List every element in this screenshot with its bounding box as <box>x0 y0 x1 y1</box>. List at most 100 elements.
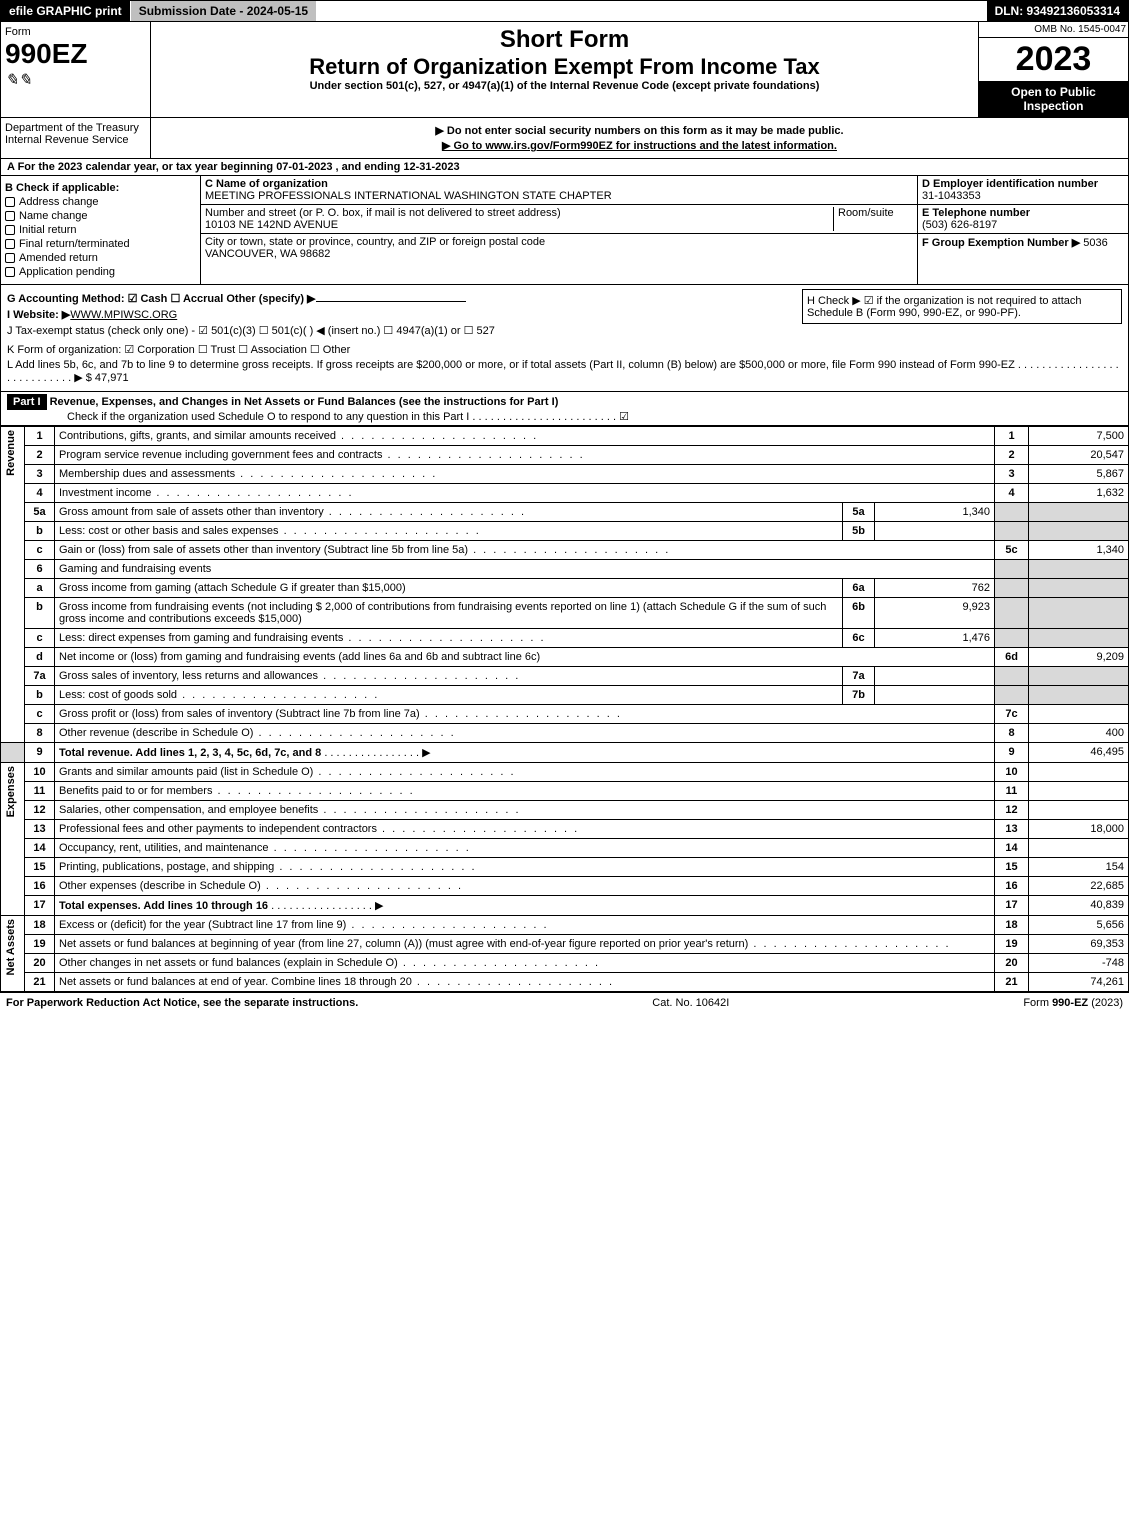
e-label: E Telephone number <box>922 207 1030 219</box>
chk-amended-return[interactable] <box>5 253 15 263</box>
ln-21-desc: Net assets or fund balances at end of ye… <box>55 973 995 992</box>
ln-7a-desc: Gross sales of inventory, less returns a… <box>55 667 843 686</box>
ln-9-desc: Total revenue. Add lines 1, 2, 3, 4, 5c,… <box>55 743 995 763</box>
line-g: G Accounting Method: ☑ Cash ☐ Accrual Ot… <box>7 293 316 305</box>
ln-1-rn: 1 <box>995 427 1029 446</box>
ln-16-rn: 16 <box>995 877 1029 896</box>
ln-5b-sub: 5b <box>843 522 875 541</box>
form-script-icon: ✎✎ <box>5 70 146 90</box>
ln-14-rn: 14 <box>995 839 1029 858</box>
chk-final-return[interactable] <box>5 239 15 249</box>
ln-11-desc: Benefits paid to or for members <box>55 782 995 801</box>
ln-11-num: 11 <box>25 782 55 801</box>
form-title: Return of Organization Exempt From Incom… <box>155 54 974 80</box>
ln-19-num: 19 <box>25 935 55 954</box>
ln-8-desc: Other revenue (describe in Schedule O) <box>55 724 995 743</box>
ln-16-val: 22,685 <box>1029 877 1129 896</box>
ln-17-rn: 17 <box>995 896 1029 916</box>
ln-6a-subval: 762 <box>875 579 995 598</box>
dept-row: Department of the Treasury Internal Reve… <box>0 118 1129 159</box>
short-form-label: Short Form <box>155 26 974 54</box>
omb-number: OMB No. 1545-0047 <box>979 22 1128 38</box>
ein-value: 31-1043353 <box>922 190 981 202</box>
ln-5c-num: c <box>25 541 55 560</box>
netassets-section-label: Net Assets <box>1 916 25 992</box>
ln-6-desc: Gaming and fundraising events <box>55 560 995 579</box>
chk-initial-return[interactable] <box>5 225 15 235</box>
ln-19-val: 69,353 <box>1029 935 1129 954</box>
bullets: ▶ Do not enter social security numbers o… <box>151 118 1128 158</box>
ln-6c-subval: 1,476 <box>875 629 995 648</box>
ln-6a-num: a <box>25 579 55 598</box>
ln-20-rn: 20 <box>995 954 1029 973</box>
ln-5b-val <box>1029 522 1129 541</box>
ln-6a-val <box>1029 579 1129 598</box>
ln-1-num: 1 <box>25 427 55 446</box>
ln-12-desc: Salaries, other compensation, and employ… <box>55 801 995 820</box>
open-to-public: Open to Public Inspection <box>979 81 1128 117</box>
footer-left: For Paperwork Reduction Act Notice, see … <box>6 997 358 1009</box>
ln-18-val: 5,656 <box>1029 916 1129 935</box>
ln-10-desc: Grants and similar amounts paid (list in… <box>55 763 995 782</box>
ln-17-val: 40,839 <box>1029 896 1129 916</box>
lines-table: Revenue 1Contributions, gifts, grants, a… <box>0 426 1129 992</box>
ln-6c-val <box>1029 629 1129 648</box>
form-title-box: Short Form Return of Organization Exempt… <box>151 22 978 117</box>
ln-6c-desc: Less: direct expenses from gaming and fu… <box>55 629 843 648</box>
b-item-4: Amended return <box>19 252 98 264</box>
box-b: B Check if applicable: Address change Na… <box>1 176 201 284</box>
website-link[interactable]: WWW.MPIWSC.ORG <box>70 309 177 321</box>
part-1-header: Part I Revenue, Expenses, and Changes in… <box>0 392 1129 426</box>
efile-print-button[interactable]: efile GRAPHIC print <box>1 1 131 21</box>
ln-20-num: 20 <box>25 954 55 973</box>
ln-4-num: 4 <box>25 484 55 503</box>
box-def: D Employer identification number31-10433… <box>918 176 1128 284</box>
ln-5a-sub: 5a <box>843 503 875 522</box>
ln-7a-val <box>1029 667 1129 686</box>
ln-6-rn <box>995 560 1029 579</box>
revenue-spacer <box>1 743 25 763</box>
ln-13-num: 13 <box>25 820 55 839</box>
line-k: K Form of organization: ☑ Corporation ☐ … <box>7 343 1122 356</box>
phone-value: (503) 626-8197 <box>922 219 997 231</box>
dln: DLN: 93492136053314 <box>987 1 1128 21</box>
ln-5a-num: 5a <box>25 503 55 522</box>
ln-13-rn: 13 <box>995 820 1029 839</box>
ln-6d-num: d <box>25 648 55 667</box>
section-bcdef: B Check if applicable: Address change Na… <box>0 176 1129 285</box>
ln-14-val <box>1029 839 1129 858</box>
box-c: C Name of organizationMEETING PROFESSION… <box>201 176 918 284</box>
ln-6d-val: 9,209 <box>1029 648 1129 667</box>
form-header: Form 990EZ ✎✎ Short Form Return of Organ… <box>0 22 1129 118</box>
ln-5b-subval <box>875 522 995 541</box>
ln-10-rn: 10 <box>995 763 1029 782</box>
ln-6b-sub: 6b <box>843 598 875 629</box>
form-label: Form <box>5 26 146 38</box>
chk-address-change[interactable] <box>5 197 15 207</box>
ln-15-val: 154 <box>1029 858 1129 877</box>
ln-7a-num: 7a <box>25 667 55 686</box>
part-1-title: Revenue, Expenses, and Changes in Net As… <box>50 396 559 408</box>
ln-14-desc: Occupancy, rent, utilities, and maintena… <box>55 839 995 858</box>
ln-11-rn: 11 <box>995 782 1029 801</box>
i-label: I Website: ▶ <box>7 309 70 321</box>
chk-application-pending[interactable] <box>5 267 15 277</box>
line-l: L Add lines 5b, 6c, and 7b to line 9 to … <box>7 359 1122 384</box>
ln-2-val: 20,547 <box>1029 446 1129 465</box>
ln-2-rn: 2 <box>995 446 1029 465</box>
bullet-2[interactable]: ▶ Go to www.irs.gov/Form990EZ for instru… <box>442 140 837 152</box>
page-footer: For Paperwork Reduction Act Notice, see … <box>0 992 1129 1013</box>
ln-3-num: 3 <box>25 465 55 484</box>
ln-16-desc: Other expenses (describe in Schedule O) <box>55 877 995 896</box>
line-j: J Tax-exempt status (check only one) - ☑… <box>7 324 1122 337</box>
city-label: City or town, state or province, country… <box>205 236 545 248</box>
line-a: A For the 2023 calendar year, or tax yea… <box>0 159 1129 176</box>
ln-7b-subval <box>875 686 995 705</box>
street-value: 10103 NE 142ND AVENUE <box>205 219 338 231</box>
ln-8-num: 8 <box>25 724 55 743</box>
chk-name-change[interactable] <box>5 211 15 221</box>
ln-7c-desc: Gross profit or (loss) from sales of inv… <box>55 705 995 724</box>
ln-1-val: 7,500 <box>1029 427 1129 446</box>
city-value: VANCOUVER, WA 98682 <box>205 248 330 260</box>
box-h: H Check ▶ ☑ if the organization is not r… <box>802 289 1122 324</box>
